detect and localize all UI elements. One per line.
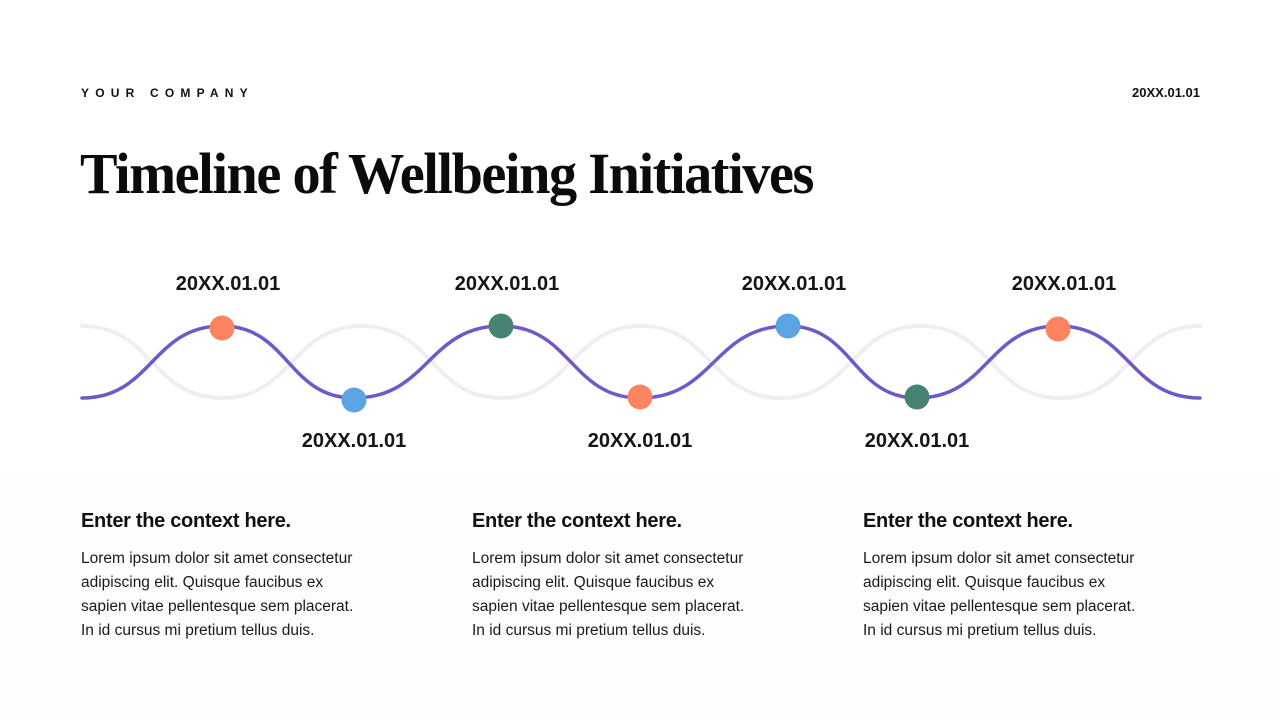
timeline-date-label: 20XX.01.01 xyxy=(175,273,281,295)
page-title: Timeline of Wellbeing Initiatives xyxy=(80,141,814,206)
column-heading: Enter the context here. xyxy=(863,510,1073,532)
context-column-3: Enter the context here. Lorem ipsum dolo… xyxy=(863,510,1183,643)
timeline-dot xyxy=(775,313,801,339)
header-date: 20XX.01.01 xyxy=(1132,85,1200,100)
timeline-date-label: 20XX.01.01 xyxy=(741,273,847,295)
column-body: Lorem ipsum dolor sit amet consectetur a… xyxy=(472,547,792,643)
ghost-wave-line xyxy=(80,323,1202,401)
timeline-date-label: 20XX.01.01 xyxy=(587,430,693,452)
timeline-dot xyxy=(488,313,514,339)
context-column-2: Enter the context here. Lorem ipsum dolo… xyxy=(472,510,792,643)
column-heading: Enter the context here. xyxy=(472,510,682,532)
timeline-dot xyxy=(904,384,930,410)
body-line: sapien vitae pellentesque sem placerat. xyxy=(81,598,354,615)
timeline-date-label: 20XX.01.01 xyxy=(864,430,970,452)
column-body: Lorem ipsum dolor sit amet consectetur a… xyxy=(863,547,1183,643)
timeline-date-label: 20XX.01.01 xyxy=(1011,273,1117,295)
timeline-dot xyxy=(1045,316,1071,342)
body-line: In id cursus mi pretium tellus duis. xyxy=(472,622,706,639)
context-column-1: Enter the context here. Lorem ipsum dolo… xyxy=(81,510,401,643)
timeline-date-label: 20XX.01.01 xyxy=(301,430,407,452)
timeline-date-label: 20XX.01.01 xyxy=(454,273,560,295)
timeline-dot xyxy=(627,384,653,410)
column-body: Lorem ipsum dolor sit amet consectetur a… xyxy=(81,547,401,643)
body-line: In id cursus mi pretium tellus duis. xyxy=(81,622,315,639)
body-line: Lorem ipsum dolor sit amet consectetur xyxy=(863,550,1135,567)
body-line: adipiscing elit. Quisque faucibus ex xyxy=(81,574,324,591)
body-line: sapien vitae pellentesque sem placerat. xyxy=(472,598,745,615)
body-line: adipiscing elit. Quisque faucibus ex xyxy=(472,574,715,591)
timeline-dot xyxy=(341,387,367,413)
body-line: sapien vitae pellentesque sem placerat. xyxy=(863,598,1136,615)
body-line: adipiscing elit. Quisque faucibus ex xyxy=(863,574,1106,591)
timeline-dot xyxy=(209,315,235,341)
column-heading: Enter the context here. xyxy=(81,510,291,532)
body-line: Lorem ipsum dolor sit amet consectetur xyxy=(81,550,353,567)
company-name: YOUR COMPANY xyxy=(81,86,254,100)
body-line: Lorem ipsum dolor sit amet consectetur xyxy=(472,550,744,567)
body-line: In id cursus mi pretium tellus duis. xyxy=(863,622,1097,639)
